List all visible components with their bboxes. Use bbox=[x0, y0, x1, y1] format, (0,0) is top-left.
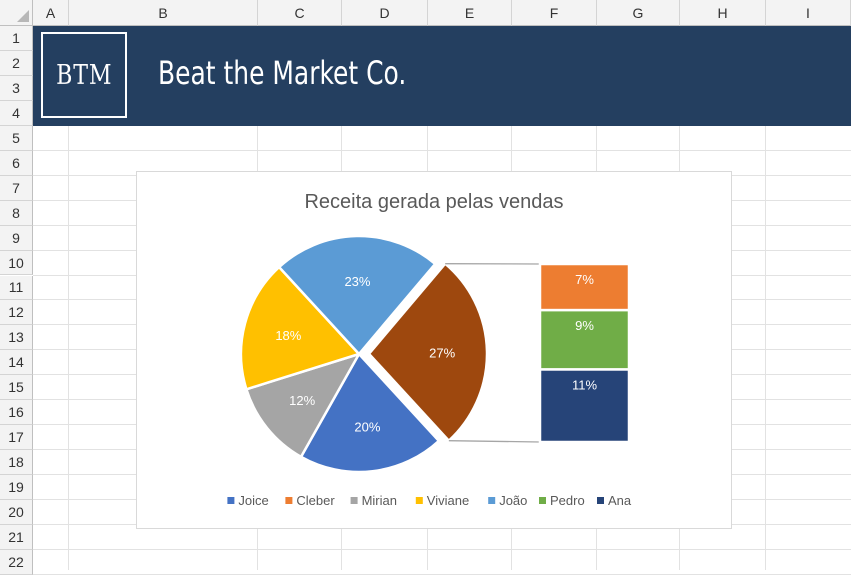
pie-label-joão: 23% bbox=[344, 274, 370, 289]
legend-label-ana: Ana bbox=[608, 493, 632, 508]
connector-line-bottom bbox=[449, 441, 540, 442]
legend-label-viviane: Viviane bbox=[427, 493, 469, 508]
secondary-bar: 7% 9% 11% bbox=[540, 264, 629, 442]
row-header-9[interactable]: 9 bbox=[0, 226, 33, 251]
row-header-16[interactable]: 16 bbox=[0, 400, 33, 425]
row-header-11[interactable]: 11 bbox=[0, 276, 33, 301]
row-header-10[interactable]: 10 bbox=[0, 251, 33, 276]
row-header-13[interactable]: 13 bbox=[0, 325, 33, 350]
bar-label-ana: 11% bbox=[572, 377, 597, 392]
row-header-1[interactable]: 1 bbox=[0, 26, 33, 51]
pie-label-outros: 27% bbox=[429, 345, 455, 360]
row-header-22[interactable]: 22 bbox=[0, 550, 33, 575]
row-header-21[interactable]: 21 bbox=[0, 525, 33, 550]
row-header-17[interactable]: 17 bbox=[0, 425, 33, 450]
column-header-g[interactable]: G bbox=[597, 0, 680, 26]
legend-label-joice: Joice bbox=[238, 493, 268, 508]
row-header-12[interactable]: 12 bbox=[0, 300, 33, 325]
legend-swatch-mirian bbox=[351, 497, 358, 504]
pie-label-joice: 20% bbox=[354, 420, 380, 435]
legend-item-mirian[interactable]: Mirian bbox=[351, 493, 397, 508]
chart-title: Receita gerada pelas vendas bbox=[304, 191, 563, 213]
pie-label-viviane: 18% bbox=[275, 328, 301, 343]
bar-segment-cleber[interactable] bbox=[540, 264, 629, 310]
gridline-row bbox=[33, 549, 851, 550]
legend-label-cleber: Cleber bbox=[296, 493, 335, 508]
row-header-18[interactable]: 18 bbox=[0, 450, 33, 475]
legend-item-pedro[interactable]: Pedro bbox=[539, 493, 585, 508]
bar-label-cleber: 7% bbox=[575, 272, 594, 287]
legend-item-cleber[interactable]: Cleber bbox=[285, 493, 335, 508]
legend-swatch-cleber bbox=[285, 497, 292, 504]
legend-swatch-pedro bbox=[539, 497, 546, 504]
company-banner bbox=[33, 26, 851, 126]
logo-text: BTM bbox=[56, 60, 112, 91]
row-header-14[interactable]: 14 bbox=[0, 350, 33, 375]
row-header-15[interactable]: 15 bbox=[0, 375, 33, 400]
select-all-corner[interactable] bbox=[0, 0, 33, 26]
pie-group: 27% 20% 12% 18% 23% bbox=[241, 236, 487, 472]
chart-legend: Joice Cleber Mirian Viviane João Pedro Ana bbox=[227, 493, 632, 508]
row-header-7[interactable]: 7 bbox=[0, 176, 33, 201]
row-header-19[interactable]: 19 bbox=[0, 475, 33, 500]
column-header-i[interactable]: I bbox=[766, 0, 851, 26]
row-header-3[interactable]: 3 bbox=[0, 76, 33, 101]
legend-item-ana[interactable]: Ana bbox=[597, 493, 632, 508]
btm-logo: BTM bbox=[41, 32, 127, 118]
chart-area[interactable]: Receita gerada pelas vendas 27% 20% 12% 18%… bbox=[136, 171, 732, 529]
legend-label-pedro: Pedro bbox=[550, 493, 585, 508]
row-header-8[interactable]: 8 bbox=[0, 201, 33, 226]
bar-label-pedro: 9% bbox=[575, 318, 594, 333]
legend-label-mirian: Mirian bbox=[362, 493, 397, 508]
row-header-6[interactable]: 6 bbox=[0, 151, 33, 176]
legend-swatch-joice bbox=[227, 497, 234, 504]
legend-swatch-ana bbox=[597, 497, 604, 504]
legend-label-joão: João bbox=[499, 493, 527, 508]
pie-label-mirian: 12% bbox=[289, 393, 315, 408]
legend-swatch-joão bbox=[488, 497, 495, 504]
column-header-a[interactable]: A bbox=[33, 0, 69, 26]
column-header-h[interactable]: H bbox=[680, 0, 766, 26]
column-header-b[interactable]: B bbox=[69, 0, 258, 26]
select-all-icon bbox=[17, 10, 29, 22]
column-header-f[interactable]: F bbox=[512, 0, 597, 26]
row-header-2[interactable]: 2 bbox=[0, 51, 33, 76]
gridline-row bbox=[33, 150, 851, 151]
row-header-5[interactable]: 5 bbox=[0, 126, 33, 151]
row-header-20[interactable]: 20 bbox=[0, 500, 33, 525]
column-header-c[interactable]: C bbox=[258, 0, 342, 26]
legend-swatch-viviane bbox=[416, 497, 423, 504]
column-header-e[interactable]: E bbox=[428, 0, 512, 26]
legend-item-joice[interactable]: Joice bbox=[227, 493, 268, 508]
legend-item-joão[interactable]: João bbox=[488, 493, 527, 508]
row-header-4[interactable]: 4 bbox=[0, 101, 33, 126]
column-header-d[interactable]: D bbox=[342, 0, 428, 26]
company-name: Beat the Market Co. bbox=[158, 54, 406, 92]
bar-of-pie-chart[interactable]: Receita gerada pelas vendas 27% 20% 12% 18%… bbox=[137, 172, 731, 528]
legend-item-viviane[interactable]: Viviane bbox=[416, 493, 469, 508]
